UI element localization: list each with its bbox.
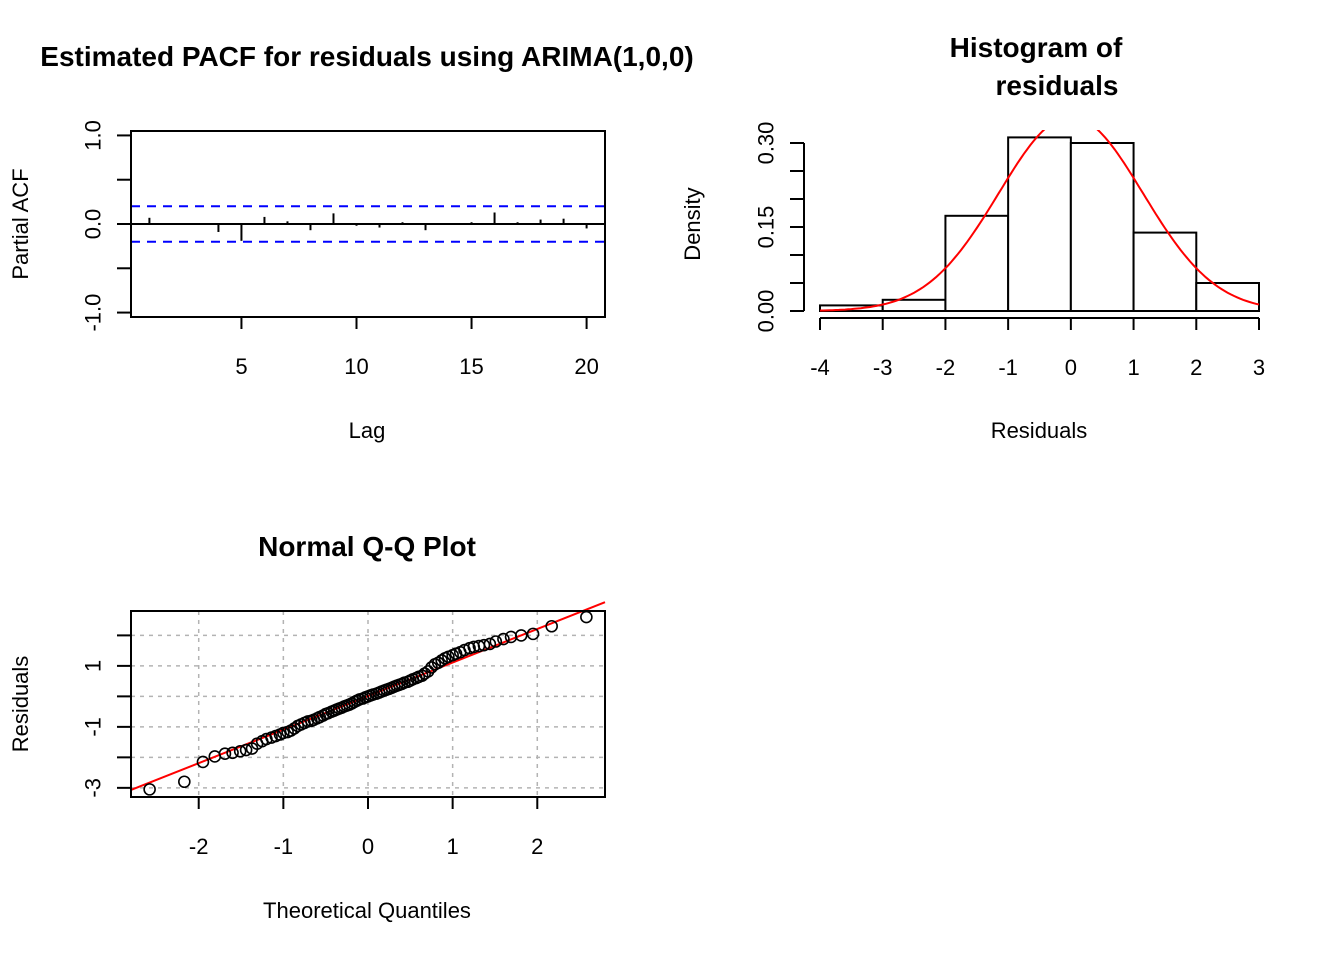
qq-y-tick-label: 1 bbox=[81, 660, 106, 672]
histogram-x-tick-label: -3 bbox=[873, 355, 893, 380]
pacf-plot-area: 5 10 15 20 -1.0 0.0 1.0 bbox=[81, 120, 605, 379]
qq-point bbox=[196, 755, 210, 769]
histogram-x-label: Residuals bbox=[991, 418, 1088, 443]
qq-point bbox=[226, 746, 239, 760]
qq-point bbox=[580, 610, 593, 624]
histogram-x-tick-label: 3 bbox=[1253, 355, 1265, 380]
qq-x-tick-label: -1 bbox=[274, 834, 294, 859]
qq-plot-area: -2 -1 0 1 2 -3 -1 1 bbox=[81, 601, 606, 859]
qq-point bbox=[497, 632, 510, 646]
histogram-normal-curve bbox=[820, 130, 1260, 312]
histogram-bar-5 bbox=[1132, 231, 1198, 313]
histogram-bar-3 bbox=[1007, 136, 1072, 312]
qq-title: Normal Q-Q Plot bbox=[258, 531, 476, 562]
histogram-panel: Histogram of residuals -4 -3 -2 -1 0 1 2 3 0.00 0… bbox=[680, 32, 1265, 443]
pacf-title: Estimated PACF for residuals using ARIMA… bbox=[40, 41, 693, 72]
qq-x-label: Theoretical Quantiles bbox=[263, 898, 471, 923]
pacf-x-tick-label: 20 bbox=[574, 354, 598, 379]
pacf-x-label: Lag bbox=[349, 418, 386, 443]
pacf-x-tick-label: 5 bbox=[235, 354, 247, 379]
pacf-y-tick-label: 0.0 bbox=[81, 209, 106, 240]
qq-y-label: Residuals bbox=[8, 656, 33, 753]
histogram-y-tick-label: 0.00 bbox=[754, 290, 779, 333]
qq-point bbox=[143, 783, 156, 796]
histogram-y-tick-label: 0.30 bbox=[754, 122, 779, 165]
pacf-y-label: Partial ACF bbox=[8, 168, 33, 279]
qq-plot-box bbox=[130, 610, 606, 798]
qq-point bbox=[239, 743, 253, 757]
qq-point bbox=[489, 635, 503, 648]
qq-point bbox=[483, 637, 497, 651]
qq-x-tick-label: 2 bbox=[531, 834, 543, 859]
qq-point bbox=[421, 665, 435, 678]
histogram-x-tick-label: -2 bbox=[936, 355, 956, 380]
histogram-bar-2 bbox=[944, 214, 1010, 312]
histogram-x-tick-label: -4 bbox=[810, 355, 830, 380]
qq-y-tick-label: -3 bbox=[81, 778, 106, 798]
qq-point bbox=[288, 722, 301, 735]
histogram-x-tick-label: 0 bbox=[1065, 355, 1077, 380]
qq-point bbox=[514, 629, 528, 642]
qq-panel: Normal Q-Q Plot -2 -1 0 1 2 -3 -1 1 Theoretical… bbox=[8, 531, 606, 923]
qq-point bbox=[477, 638, 491, 652]
pacf-x-tick-label: 10 bbox=[344, 354, 368, 379]
qq-x-tick-label: 0 bbox=[362, 834, 374, 859]
histogram-bar-6 bbox=[1195, 282, 1261, 312]
histogram-plot-area: -4 -3 -2 -1 0 1 2 3 0.00 0.15 0.30 bbox=[754, 122, 1266, 380]
qq-y-tick-label: -1 bbox=[81, 717, 106, 737]
qq-point bbox=[526, 627, 540, 641]
qq-point bbox=[178, 775, 191, 789]
histogram-bar-4 bbox=[1069, 142, 1135, 312]
histogram-y-label: Density bbox=[680, 187, 705, 260]
pacf-plot-box bbox=[130, 130, 606, 318]
pacf-panel: Estimated PACF for residuals using ARIMA… bbox=[8, 41, 694, 443]
histogram-title-line-1: Histogram of bbox=[950, 32, 1123, 63]
histogram-y-tick-label: 0.15 bbox=[754, 206, 779, 249]
qq-point bbox=[218, 747, 232, 761]
histogram-title-line-2: residuals bbox=[996, 70, 1119, 101]
qq-x-tick-label: 1 bbox=[447, 834, 459, 859]
pacf-x-tick-label: 15 bbox=[459, 354, 483, 379]
qq-point bbox=[233, 744, 247, 758]
pacf-y-tick-label: 1.0 bbox=[81, 120, 106, 151]
histogram-x-tick-label: 2 bbox=[1190, 355, 1202, 380]
qq-point bbox=[545, 619, 558, 633]
histogram-x-tick-label: 1 bbox=[1127, 355, 1139, 380]
histogram-x-tick-label: -1 bbox=[998, 355, 1018, 380]
qq-x-tick-label: -2 bbox=[189, 834, 209, 859]
pacf-y-tick-label: -1.0 bbox=[81, 294, 106, 332]
